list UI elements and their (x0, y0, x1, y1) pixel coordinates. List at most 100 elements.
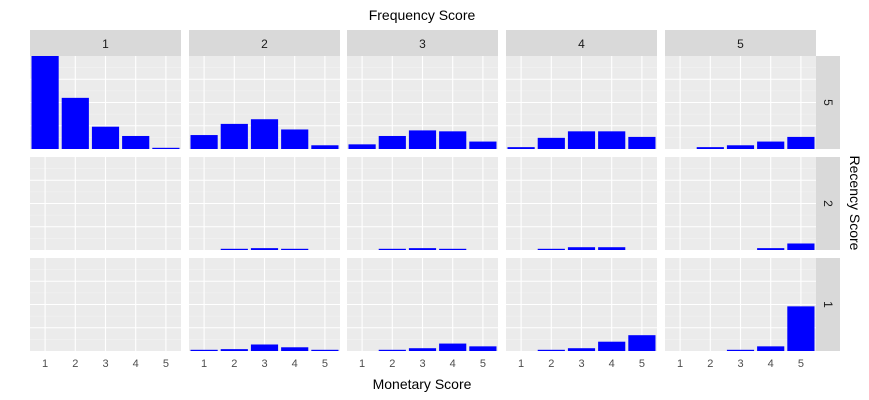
bar (378, 135, 406, 149)
x-tick-label: 3 (419, 358, 425, 370)
x-tick-label: 3 (578, 358, 584, 370)
panel (506, 258, 657, 351)
bar (696, 147, 724, 149)
x-tick-label: 4 (292, 358, 298, 370)
panel (347, 157, 498, 250)
chart-title: Frequency Score (369, 7, 476, 23)
row-strip (816, 56, 840, 149)
x-tick-label: 2 (548, 358, 554, 370)
right-axis-label: Recency Score (847, 156, 863, 251)
x-tick-label: 3 (261, 358, 267, 370)
col-strip (30, 30, 181, 56)
x-tick-label: 3 (102, 358, 108, 370)
row-strip-label: 2 (821, 200, 835, 207)
x-tick-label: 1 (201, 358, 207, 370)
x-tick-label: 2 (707, 358, 713, 370)
row-strip-label: 1 (821, 301, 835, 308)
bar (378, 248, 406, 250)
bar (598, 341, 626, 351)
bar (507, 147, 535, 149)
col-strip-label: 4 (578, 37, 585, 51)
bar (537, 248, 565, 250)
col-strip-label: 1 (102, 37, 109, 51)
panel (189, 56, 340, 149)
x-tick-label: 4 (450, 358, 456, 370)
bar (220, 349, 248, 351)
x-tick-label: 4 (768, 358, 774, 370)
panel (506, 56, 657, 149)
x-tick-label: 1 (518, 358, 524, 370)
x-tick-label: 1 (42, 358, 48, 370)
col-strip (189, 30, 340, 56)
bar (757, 141, 785, 149)
bar (567, 131, 596, 149)
panel (347, 258, 498, 351)
x-tick-label: 2 (72, 358, 78, 370)
col-strip-label: 5 (737, 37, 744, 51)
bar (469, 346, 497, 351)
x-tick-label: 5 (639, 358, 645, 370)
bar (537, 349, 565, 351)
row-strip (816, 258, 840, 351)
bar (757, 346, 785, 351)
col-strip (506, 30, 657, 56)
col-strip (665, 30, 816, 56)
x-axis-label: Monetary Score (373, 376, 472, 392)
x-tick-label: 4 (609, 358, 615, 370)
bar (281, 248, 309, 250)
bar (628, 136, 656, 149)
bar (91, 126, 120, 149)
x-tick-label: 5 (798, 358, 804, 370)
bar (726, 349, 755, 351)
panel (347, 56, 498, 149)
panel (30, 258, 181, 351)
bar (408, 130, 437, 149)
panel (189, 258, 340, 351)
bar (598, 131, 626, 149)
bar (787, 136, 815, 149)
x-tick-label: 1 (677, 358, 683, 370)
col-strip (347, 30, 498, 56)
bar (628, 335, 656, 351)
bar (598, 247, 626, 250)
x-tick-label: 1 (359, 358, 365, 370)
bar (250, 248, 279, 250)
bar (439, 248, 467, 250)
panels-layer: 1 2 3 4 5 5 2 1 1 2 3 4 5 1 2 3 4 5 1 2 3 4 5 1 2 3 4 5 1 2 3 4 5 (30, 30, 840, 370)
bar (281, 347, 309, 351)
bar (567, 247, 596, 250)
x-tick-label: 3 (737, 358, 743, 370)
panel (506, 157, 657, 250)
panel (665, 258, 816, 351)
panel (665, 56, 816, 149)
bar (757, 248, 785, 250)
bar (281, 129, 309, 149)
bar (152, 147, 180, 149)
bar (439, 131, 467, 149)
bar (537, 137, 565, 149)
x-tick-label: 5 (480, 358, 486, 370)
bar (378, 349, 406, 351)
col-strip-label: 3 (419, 37, 426, 51)
bar (250, 119, 279, 149)
x-tick-label: 4 (133, 358, 139, 370)
bar (250, 344, 279, 351)
x-tick-label: 2 (231, 358, 237, 370)
panel (189, 157, 340, 250)
panel (30, 56, 181, 149)
row-strip-label: 5 (821, 99, 835, 106)
x-tick-label: 5 (163, 358, 169, 370)
bar (311, 145, 339, 149)
panel (665, 157, 816, 250)
bar (439, 343, 467, 351)
bar (408, 248, 437, 250)
bar (726, 145, 755, 149)
bar (220, 248, 248, 250)
bar (787, 306, 815, 351)
row-strip (816, 157, 840, 250)
x-tick-label: 2 (389, 358, 395, 370)
bar (220, 123, 248, 149)
panel (30, 157, 181, 250)
